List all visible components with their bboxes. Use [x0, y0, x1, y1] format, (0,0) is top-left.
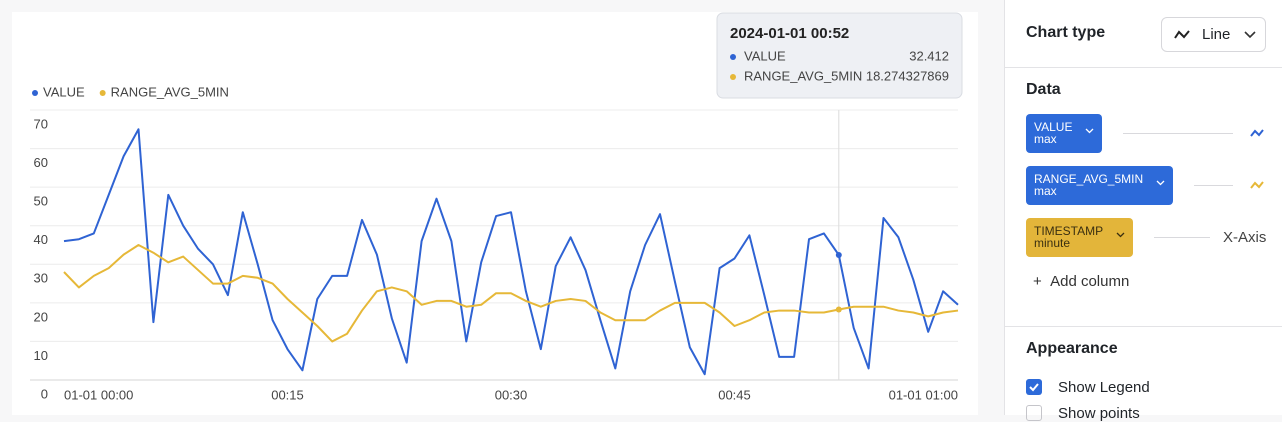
- series-icon: [1250, 129, 1264, 137]
- divider: [1005, 67, 1282, 68]
- column-name: VALUE: [1034, 120, 1073, 134]
- divider: [1005, 326, 1282, 327]
- x-tick-label: 00:30: [495, 387, 528, 402]
- y-tick-label: 30: [34, 271, 48, 286]
- x-tick-label: 01-01 01:00: [889, 387, 958, 402]
- column-agg: max: [1034, 184, 1057, 198]
- tooltip-box: [716, 12, 963, 99]
- connector: [1123, 133, 1233, 134]
- option-label: Show points: [1058, 405, 1140, 422]
- chevron: [1116, 232, 1125, 238]
- tooltip-swatch: [730, 74, 736, 80]
- check: [1029, 383, 1039, 392]
- series-line: [63, 128, 959, 376]
- section-title: Chart type: [1026, 24, 1106, 41]
- column-agg: max: [1034, 132, 1057, 146]
- legend-label: RANGE_AVG_5MIN: [111, 84, 229, 99]
- column-pill[interactable]: VALUE max: [1026, 114, 1103, 153]
- section-title: Data: [1026, 81, 1061, 98]
- tooltip-name: VALUE: [744, 48, 786, 63]
- legend-swatch: [99, 90, 106, 96]
- tooltip-name: RANGE_AVG_5MIN: [744, 68, 862, 83]
- connector: [1154, 237, 1210, 238]
- column-name: RANGE_AVG_5MIN: [1034, 172, 1144, 186]
- x-tick-label: 01-01 00:00: [64, 387, 133, 402]
- y-tick-label: 20: [34, 309, 48, 324]
- column-pill[interactable]: RANGE_AVG_5MIN max: [1026, 166, 1174, 205]
- chevron: [1244, 31, 1256, 39]
- y-tick-label: 0: [41, 386, 48, 401]
- add-column-label: Add column: [1050, 273, 1130, 290]
- y-tick-label: 50: [34, 194, 48, 209]
- checkbox[interactable]: [1026, 405, 1042, 421]
- column-agg: minute: [1034, 236, 1071, 250]
- axis-role: X-Axis: [1223, 229, 1267, 246]
- chevron: [1086, 128, 1094, 134]
- chevron: [1156, 180, 1165, 186]
- x-tick-label: 00:45: [718, 387, 751, 402]
- tooltip: 2024-01-01 00:52 VALUE 32.412 RANGE_AVG_5MI…: [716, 12, 963, 99]
- y-tick-label: 60: [34, 155, 48, 170]
- section-title: Appearance: [1026, 340, 1118, 357]
- legend-swatch: [32, 90, 38, 96]
- series-icon: [1250, 181, 1264, 189]
- connector: [1194, 185, 1233, 186]
- column-name: TIMESTAMP: [1034, 224, 1104, 238]
- x-tick-label: 00:15: [271, 387, 304, 402]
- legend-label: VALUE: [43, 84, 85, 99]
- tooltip-swatch: [730, 54, 736, 60]
- add-column[interactable]: + Add column: [1033, 273, 1130, 290]
- series-line: [63, 244, 959, 343]
- hover-point: [835, 251, 842, 258]
- tooltip-title: 2024-01-01 00:52: [730, 25, 849, 42]
- y-tick-label: 40: [34, 232, 48, 247]
- y-tick-label: 10: [34, 348, 48, 363]
- option-label: Show Legend: [1058, 379, 1150, 396]
- column-pill[interactable]: TIMESTAMP minute: [1026, 218, 1134, 257]
- tooltip-value: 32.412: [909, 48, 949, 63]
- line-icon: [1174, 30, 1190, 39]
- chart: 0 10 20 30 40 50 60 70 01-01 00:00 00:15 00:30 00:4…: [30, 12, 963, 403]
- chart-type-dropdown[interactable]: Line: [1161, 17, 1266, 52]
- settings-panel: Chart type Line Data VALUE max RANGE_AVG_5…: [1004, 0, 1282, 422]
- y-tick-label: 70: [34, 116, 48, 131]
- checkbox[interactable]: [1026, 379, 1042, 395]
- dropdown-value: Line: [1202, 26, 1231, 43]
- hover-point: [835, 306, 842, 313]
- tooltip-value: 18.274327869: [866, 68, 949, 83]
